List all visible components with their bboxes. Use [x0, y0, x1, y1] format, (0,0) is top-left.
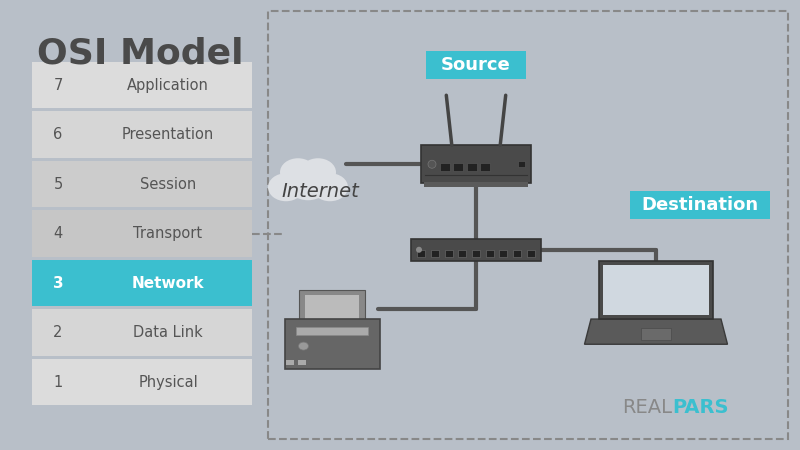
Bar	[306, 295, 358, 319]
Bar	[641, 328, 671, 340]
Text: Source: Source	[441, 56, 511, 74]
Bar	[298, 290, 366, 320]
Text: Destination: Destination	[642, 196, 758, 214]
Bar	[32, 310, 252, 356]
Bar	[286, 360, 294, 364]
Text: 5: 5	[54, 177, 62, 192]
Ellipse shape	[268, 173, 304, 201]
Text: 1: 1	[54, 375, 62, 390]
Ellipse shape	[280, 158, 316, 186]
Text: PARS: PARS	[672, 398, 729, 417]
Text: 6: 6	[54, 127, 62, 142]
Bar	[32, 260, 252, 306]
Bar	[513, 250, 521, 257]
Bar	[426, 51, 526, 79]
Bar	[518, 161, 525, 167]
Bar	[268, 11, 788, 439]
Bar	[486, 250, 494, 257]
Text: Session: Session	[140, 177, 196, 192]
Text: 2: 2	[54, 325, 62, 340]
Text: OSI Model: OSI Model	[37, 37, 243, 71]
Ellipse shape	[298, 342, 309, 350]
Bar	[421, 145, 531, 183]
Bar	[32, 112, 252, 158]
Text: 7: 7	[54, 78, 62, 93]
Bar	[418, 250, 426, 257]
Bar	[598, 261, 714, 319]
Ellipse shape	[286, 164, 330, 200]
Text: 4: 4	[54, 226, 62, 241]
Bar	[424, 182, 528, 187]
Bar	[630, 191, 770, 219]
Text: REAL: REAL	[622, 398, 672, 417]
Ellipse shape	[300, 158, 336, 186]
Circle shape	[416, 247, 422, 253]
Bar	[285, 319, 379, 369]
Text: Network: Network	[132, 276, 204, 291]
Bar	[480, 163, 490, 171]
Bar	[499, 250, 507, 257]
Bar	[32, 62, 252, 108]
Text: Transport: Transport	[134, 226, 202, 241]
Bar	[32, 211, 252, 256]
Bar	[296, 327, 368, 335]
Bar	[298, 360, 306, 364]
Text: Internet: Internet	[281, 182, 358, 201]
Text: 3: 3	[53, 276, 63, 291]
Bar	[32, 161, 252, 207]
Bar	[411, 239, 541, 261]
Bar	[440, 163, 450, 171]
Text: Presentation: Presentation	[122, 127, 214, 142]
Bar	[603, 265, 709, 315]
Circle shape	[428, 160, 436, 168]
Bar	[472, 250, 480, 257]
Polygon shape	[585, 319, 727, 344]
Bar	[454, 163, 463, 171]
Ellipse shape	[312, 173, 348, 201]
Bar	[466, 163, 477, 171]
Text: Data Link: Data Link	[133, 325, 203, 340]
Bar	[445, 250, 453, 257]
Bar	[32, 359, 252, 405]
Bar	[458, 250, 466, 257]
Text: Physical: Physical	[138, 375, 198, 390]
Text: Application: Application	[127, 78, 209, 93]
Bar	[526, 250, 534, 257]
Bar	[431, 250, 439, 257]
